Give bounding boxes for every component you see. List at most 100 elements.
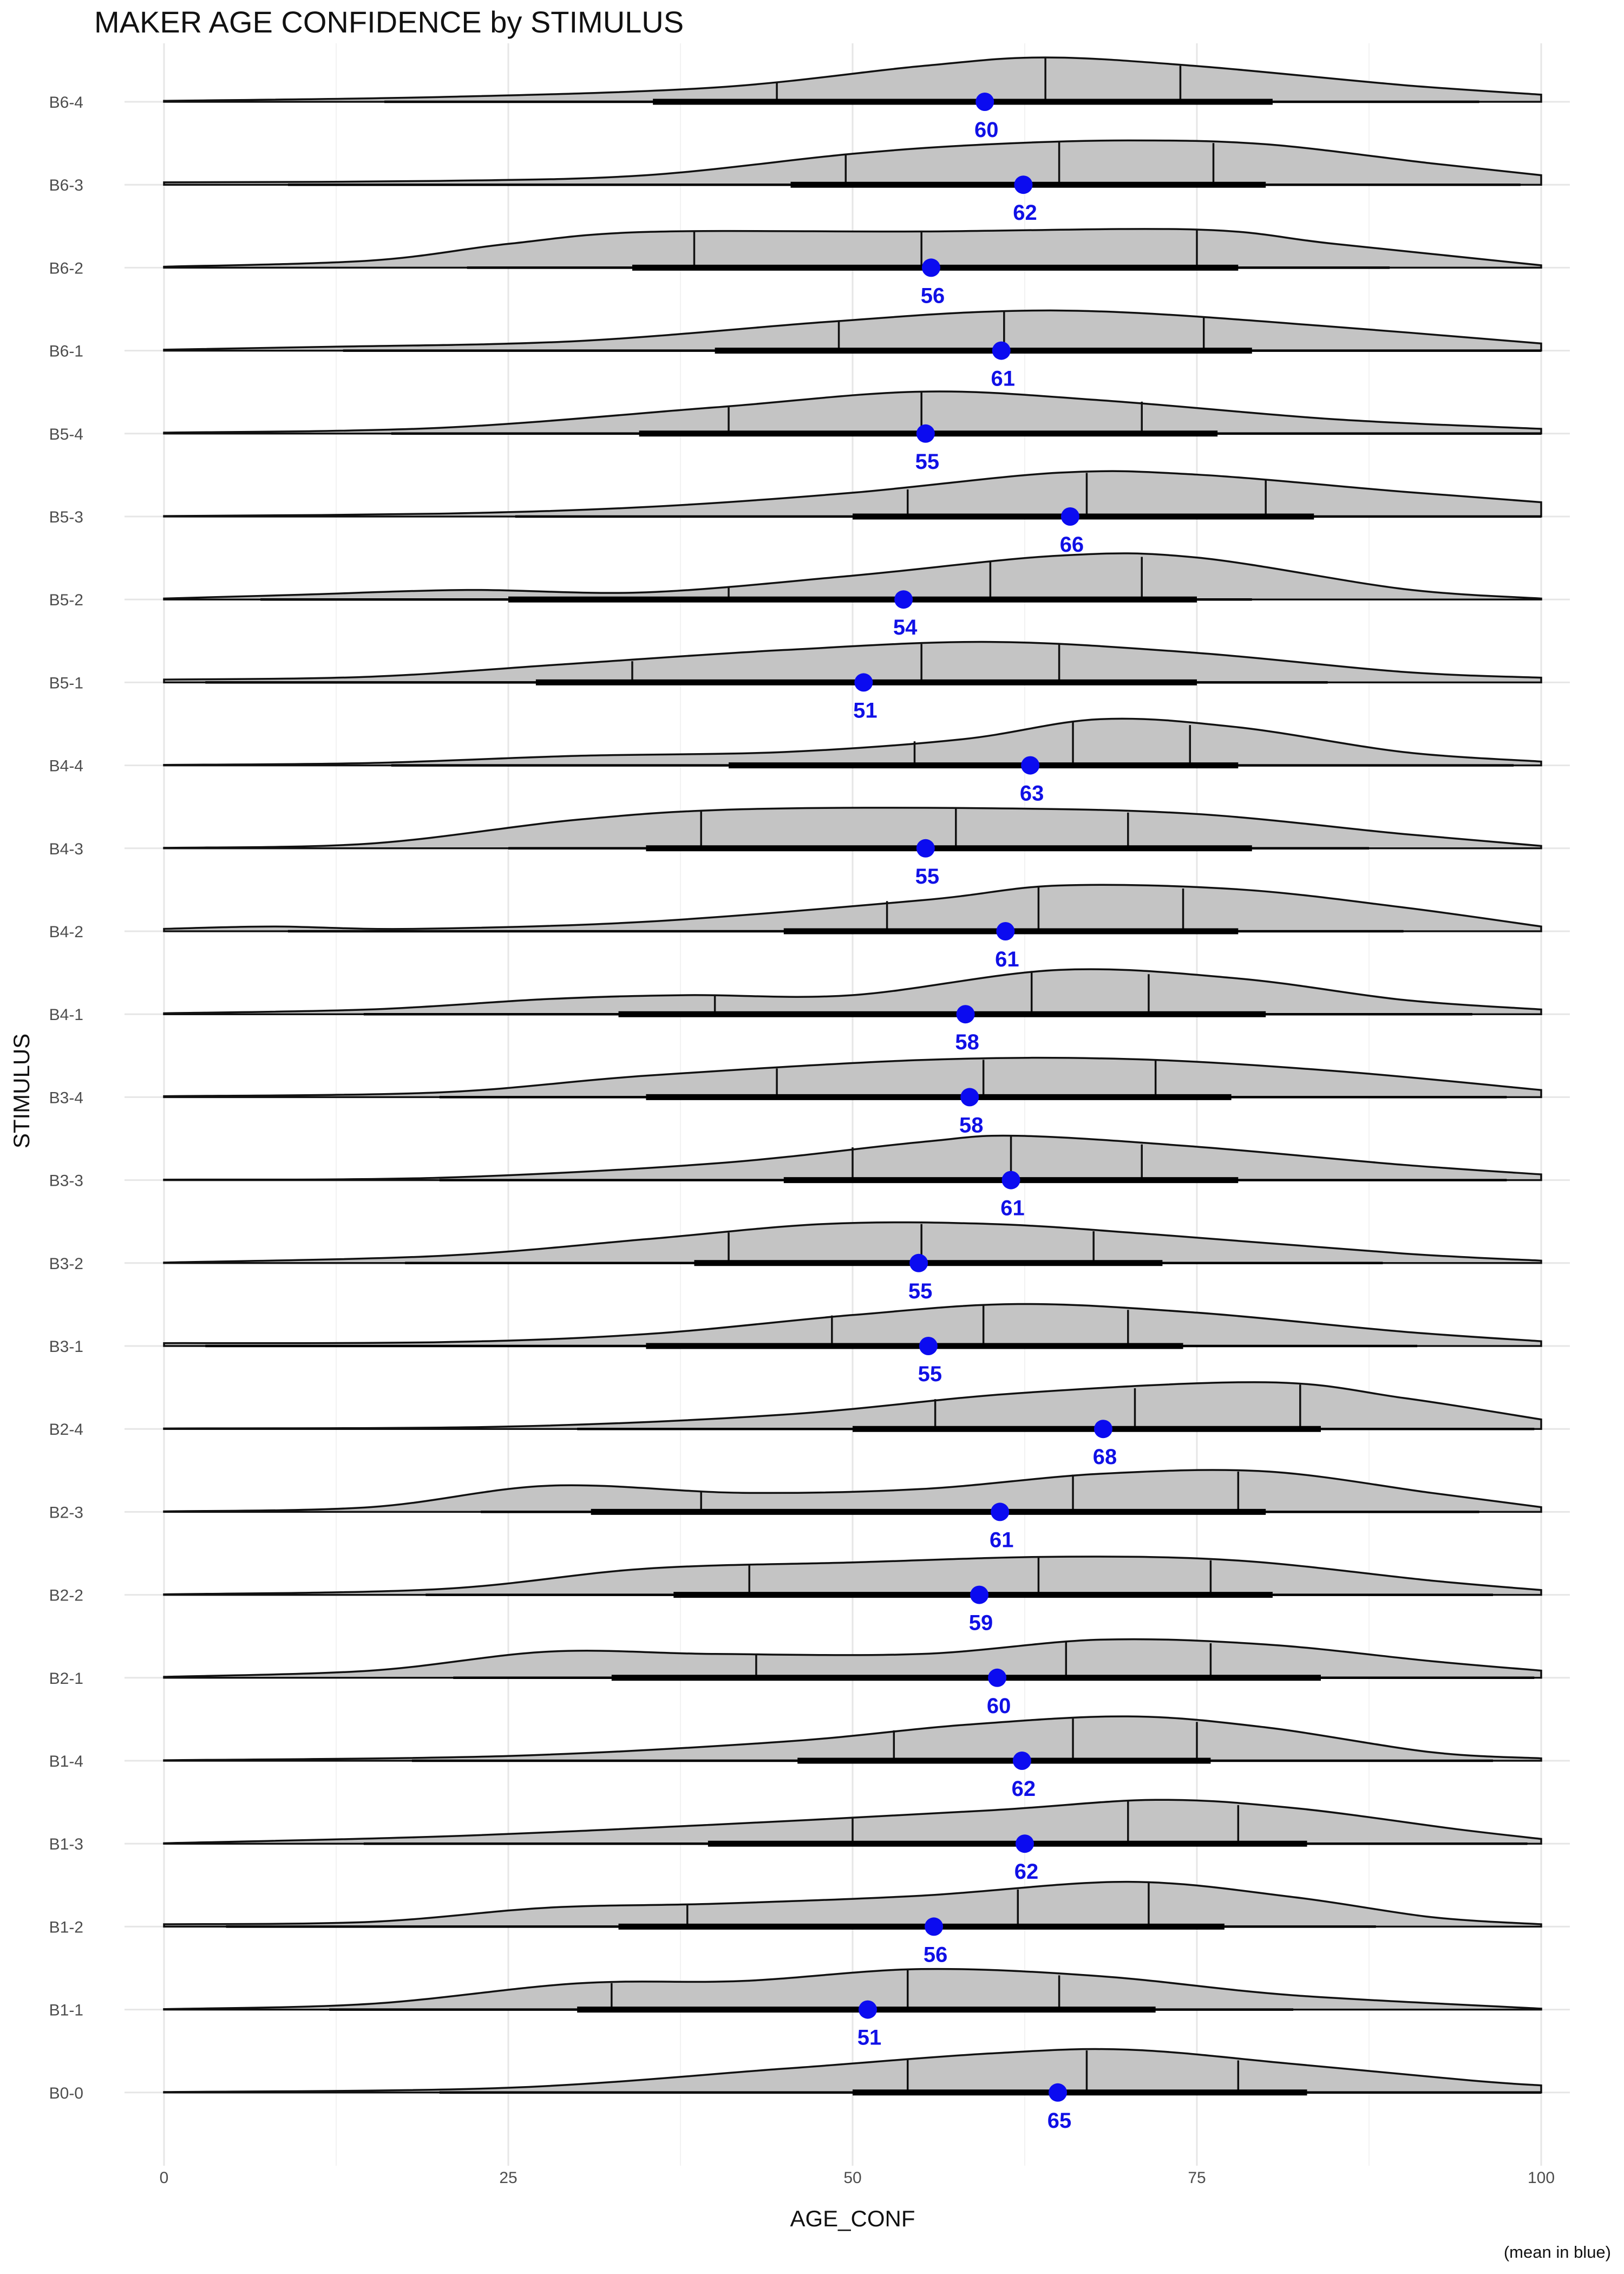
density-curve	[163, 1221, 1542, 1264]
mean-label: 65	[1047, 2109, 1072, 2133]
y-tick-label: B2-4	[49, 1421, 83, 1439]
mean-label: 61	[991, 367, 1016, 391]
ridge-B6-3: 62	[163, 139, 1542, 225]
mean-point	[1014, 175, 1033, 194]
mean-label: 62	[1014, 1860, 1039, 1884]
y-tick-label: B1-2	[49, 1918, 83, 1936]
ridge-B4-2: 61	[163, 884, 1542, 971]
density-curve	[163, 139, 1542, 186]
ridge-B5-4: 55	[163, 390, 1542, 474]
x-tick-labels: 0 25 50 75 100	[160, 2169, 1555, 2187]
density-curve	[163, 2048, 1542, 2094]
mean-point	[970, 1585, 989, 1604]
mean-point	[858, 2000, 877, 2019]
mean-label: 60	[974, 118, 999, 142]
mean-label: 55	[915, 865, 940, 888]
ridge-B3-3: 61	[163, 1134, 1542, 1220]
density-curve	[163, 884, 1542, 932]
y-tick-label: B4-4	[49, 757, 83, 775]
mean-label: 58	[959, 1113, 984, 1137]
y-tick-label: B6-3	[49, 177, 83, 194]
mean-point	[1060, 507, 1079, 526]
y-tick-label: B4-3	[49, 840, 83, 858]
mean-point	[919, 1337, 938, 1355]
density-curve	[163, 1381, 1542, 1430]
ridge-B2-3: 61	[163, 1469, 1542, 1552]
ridge-B1-3: 62	[163, 1799, 1542, 1884]
mean-point	[960, 1088, 979, 1107]
mean-label: 60	[987, 1694, 1011, 1718]
mean-point	[975, 93, 994, 111]
x-axis-title: AGE_CONF	[790, 2206, 915, 2231]
ridge-B1-2: 56	[163, 1880, 1542, 1966]
x-tick-label: 0	[160, 2169, 169, 2187]
y-tick-label: B3-1	[49, 1338, 83, 1356]
ridge-B6-2: 56	[163, 228, 1542, 308]
ridge-B5-3: 66	[163, 470, 1542, 557]
mean-label: 55	[915, 450, 940, 474]
ridge-B5-1: 51	[163, 641, 1542, 722]
density-curve	[163, 807, 1542, 850]
mean-label: 51	[857, 2026, 882, 2050]
ridge-B1-4: 62	[163, 1715, 1542, 1801]
x-tick-label: 100	[1528, 2169, 1555, 2187]
y-tick-label: B0-0	[49, 2084, 83, 2102]
ridge-B2-2: 59	[163, 1556, 1542, 1635]
density-curve	[163, 309, 1542, 352]
ridge-B3-4: 58	[163, 1056, 1542, 1137]
density-curve	[163, 641, 1542, 684]
y-tick-label: B6-4	[49, 94, 83, 112]
mean-point	[956, 1005, 975, 1024]
mean-point	[854, 673, 873, 692]
y-axis-title: STIMULUS	[9, 1034, 34, 1148]
density-curve	[163, 1880, 1542, 1928]
mean-label: 59	[969, 1611, 993, 1635]
mean-point	[916, 839, 935, 858]
ridge-B5-2: 54	[163, 552, 1542, 639]
y-tick-label: B5-1	[49, 674, 83, 692]
ridge-B4-3: 55	[163, 807, 1542, 888]
y-tick-label: B3-3	[49, 1172, 83, 1190]
mean-point	[1012, 1752, 1031, 1770]
mean-label: 62	[1013, 201, 1037, 225]
density-curve	[163, 552, 1542, 600]
density-curve	[163, 1469, 1542, 1513]
ridge-B2-4: 68	[163, 1381, 1542, 1469]
ridge-B1-1: 51	[163, 1968, 1542, 2050]
mean-point	[996, 922, 1015, 940]
caption: (mean in blue)	[1504, 2243, 1611, 2262]
mean-point	[909, 1253, 928, 1272]
y-tick-label: B4-2	[49, 923, 83, 941]
ridge-B4-4: 63	[163, 717, 1542, 806]
mean-label: 66	[1060, 533, 1084, 557]
density-curve	[163, 717, 1542, 767]
ridge-B6-4: 60	[163, 56, 1542, 142]
mean-label: 61	[990, 1528, 1014, 1552]
mean-label: 55	[908, 1279, 933, 1303]
density-curve	[163, 390, 1542, 435]
mean-point	[1049, 2083, 1068, 2102]
density-curve	[163, 1303, 1542, 1347]
chart-title: MAKER AGE CONFIDENCE by STIMULUS	[94, 5, 684, 39]
mean-point	[916, 424, 935, 443]
mean-label: 68	[1093, 1445, 1117, 1469]
y-tick-label: B3-4	[49, 1089, 83, 1107]
mean-label: 61	[995, 948, 1019, 971]
mean-label: 51	[853, 698, 878, 722]
y-tick-label: B3-2	[49, 1255, 83, 1273]
mean-label: 56	[924, 1943, 948, 1966]
mean-label: 62	[1012, 1777, 1036, 1801]
ridges: 60 62 56 61 55 66 54 51 63 55 61 58 58 61 55 55 68 61 59 60…	[163, 56, 1542, 2133]
mean-point	[992, 341, 1011, 360]
y-tick-label: B1-4	[49, 1753, 83, 1770]
y-tick-label: B6-2	[49, 259, 83, 277]
mean-point	[1021, 756, 1040, 775]
mean-label: 58	[955, 1030, 979, 1054]
x-tick-label: 75	[1188, 2169, 1206, 2187]
density-curve	[163, 968, 1542, 1015]
y-tick-label: B1-1	[49, 2002, 83, 2020]
density-curve	[163, 1968, 1542, 2011]
mean-label: 56	[921, 284, 945, 308]
